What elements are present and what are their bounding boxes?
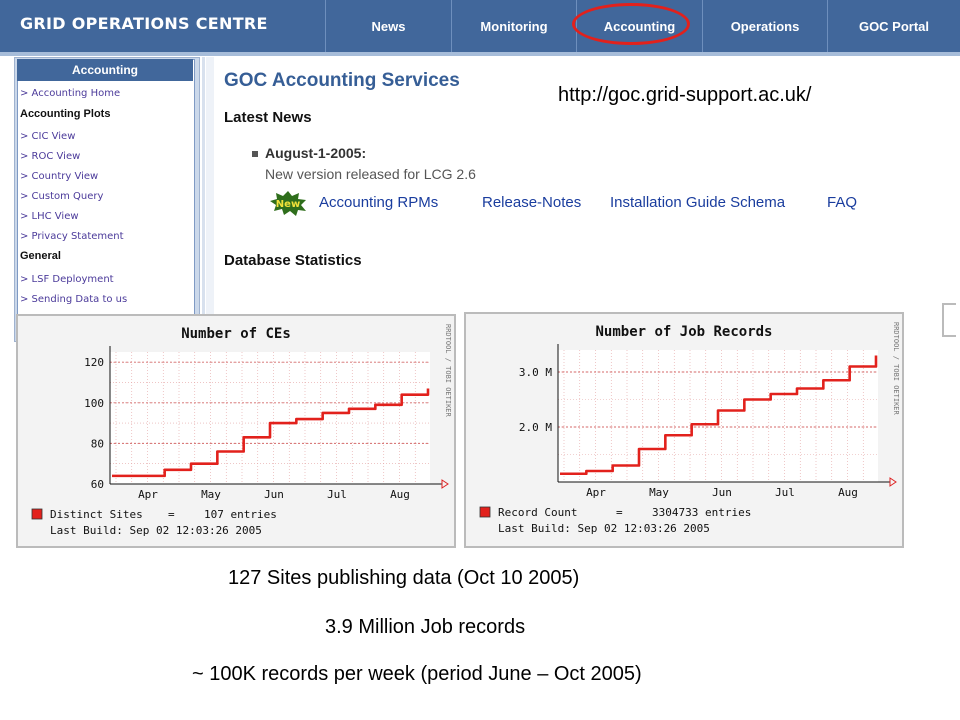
nav-tab-news[interactable]: News bbox=[325, 0, 451, 52]
x-axis-arrow-icon bbox=[889, 477, 897, 487]
link-release-notes[interactable]: Release-Notes bbox=[482, 194, 582, 211]
sidebar-link[interactable]: > Custom Query bbox=[20, 191, 104, 202]
sidebar-link[interactable]: > LHC View bbox=[20, 211, 79, 222]
last-build-text: Last Build: Sep 02 12:03:26 2005 bbox=[498, 522, 710, 535]
site-title: GRID OPERATIONS CENTRE bbox=[20, 14, 268, 33]
legend-equals: = bbox=[168, 508, 175, 521]
chart-title: Number of CEs bbox=[181, 326, 291, 342]
legend-swatch bbox=[479, 506, 491, 518]
banner-underline bbox=[0, 52, 960, 56]
content-gutter bbox=[206, 57, 214, 340]
sidebar-section-heading: General bbox=[20, 250, 61, 262]
nav-tab-monitoring[interactable]: Monitoring bbox=[451, 0, 576, 52]
legend-value: 3304733 entries bbox=[652, 506, 751, 519]
cropped-frame-edge bbox=[942, 303, 956, 337]
nav-tab-operations[interactable]: Operations bbox=[702, 0, 827, 52]
sidebar-link[interactable]: > Sending Data to us bbox=[20, 294, 128, 305]
site-url: http://goc.grid-support.ac.uk/ bbox=[558, 84, 812, 106]
sidebar-link[interactable]: > Accounting Home bbox=[20, 88, 121, 99]
sidebar-link[interactable]: > Country View bbox=[20, 171, 99, 182]
y-tick-label: 60 bbox=[91, 478, 104, 491]
top-banner bbox=[0, 0, 960, 52]
link-faq[interactable]: FAQ bbox=[827, 194, 858, 211]
latest-news-heading: Latest News bbox=[224, 109, 312, 126]
sidebar-link[interactable]: > LSF Deployment bbox=[20, 274, 114, 285]
y-tick-label: 2.0 M bbox=[519, 421, 552, 434]
x-axis-arrow-icon bbox=[441, 479, 449, 489]
new-badge-icon: New bbox=[270, 191, 306, 216]
x-tick-label: Jul bbox=[775, 486, 795, 499]
series-line bbox=[560, 355, 878, 476]
x-tick-label: May bbox=[201, 488, 221, 501]
x-tick-label: Apr bbox=[586, 486, 606, 499]
link-installation-guide-schema[interactable]: Installation Guide Schema bbox=[610, 194, 786, 211]
new-badge-label: New bbox=[276, 199, 300, 210]
records-per-week-text: ~ 100K records per week (period June – O… bbox=[192, 663, 642, 685]
sidebar-title: Accounting bbox=[17, 59, 193, 81]
nav-tab-goc-portal[interactable]: GOC Portal bbox=[827, 0, 960, 52]
sidebar-link[interactable]: > CIC View bbox=[20, 131, 76, 142]
y-tick-label: 3.0 M bbox=[519, 366, 552, 379]
sidebar-link[interactable]: > ROC View bbox=[20, 151, 81, 162]
job-records-text: 3.9 Million Job records bbox=[325, 616, 526, 638]
series-line bbox=[112, 388, 430, 478]
legend-label: Record Count bbox=[498, 506, 577, 519]
x-tick-label: Jul bbox=[327, 488, 347, 501]
chart-title: Number of Job Records bbox=[595, 324, 772, 340]
sites-publishing-text: 127 Sites publishing data (Oct 10 2005) bbox=[228, 567, 580, 589]
rrdtool-credit: RRDTOOL / TOBI OETIKER bbox=[444, 324, 452, 418]
x-tick-label: Aug bbox=[838, 486, 858, 499]
database-statistics-heading: Database Statistics bbox=[224, 252, 362, 269]
legend-equals: = bbox=[616, 506, 623, 519]
page-title: GOC Accounting Services bbox=[224, 70, 460, 91]
x-tick-label: Jun bbox=[712, 486, 732, 499]
link-accounting-rpms[interactable]: Accounting RPMs bbox=[319, 194, 439, 211]
x-tick-label: Jun bbox=[264, 488, 284, 501]
sidebar-divider bbox=[202, 57, 205, 340]
y-tick-label: 100 bbox=[84, 397, 104, 410]
plot-area bbox=[110, 352, 430, 484]
news-date: August-1-2005: bbox=[265, 145, 367, 161]
sidebar-link[interactable]: > Privacy Statement bbox=[20, 231, 124, 242]
x-tick-label: May bbox=[649, 486, 669, 499]
bullet-icon bbox=[252, 151, 258, 157]
job-records-chart: Number of Job Records 3.0 M 2.0 M Apr May Jun… bbox=[479, 322, 900, 535]
x-tick-label: Apr bbox=[138, 488, 158, 501]
y-tick-label: 120 bbox=[84, 356, 104, 369]
rrdtool-credit: RRDTOOL / TOBI OETIKER bbox=[892, 322, 900, 416]
last-build-text: Last Build: Sep 02 12:03:26 2005 bbox=[50, 524, 262, 537]
legend-swatch bbox=[31, 508, 43, 520]
y-tick-label: 80 bbox=[91, 437, 104, 450]
x-tick-label: Aug bbox=[390, 488, 410, 501]
ces-chart: Number of CEs 120 100 80 60 Apr May Jun Jul Aug RR… bbox=[31, 324, 452, 537]
legend-value: 107 entries bbox=[204, 508, 277, 521]
sidebar-section-heading: Accounting Plots bbox=[20, 108, 111, 120]
legend-label: Distinct Sites bbox=[50, 508, 143, 521]
news-text: New version released for LCG 2.6 bbox=[265, 166, 476, 182]
accounting-highlight-circle bbox=[572, 3, 690, 45]
